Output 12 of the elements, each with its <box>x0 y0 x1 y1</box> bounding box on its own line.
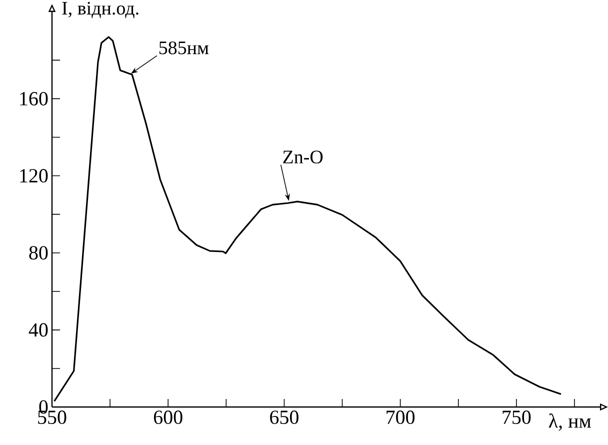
y-axis-title: I, відн.од. <box>62 2 138 18</box>
x-tick-label: 700 <box>386 410 415 424</box>
y-tick-label: 40 <box>28 323 48 337</box>
x-tick-label: 750 <box>502 410 531 424</box>
y-tick-label: 80 <box>29 246 48 260</box>
x-axis-title: λ, нм <box>548 414 591 431</box>
x-tick-label: 600 <box>154 410 182 424</box>
y-tick-label: 160 <box>20 92 48 106</box>
annotation: Zn-O <box>283 150 323 164</box>
x-tick-label: 650 <box>270 410 298 424</box>
annotation: 585нм <box>159 41 209 54</box>
y-tick-label: 120 <box>20 169 48 183</box>
